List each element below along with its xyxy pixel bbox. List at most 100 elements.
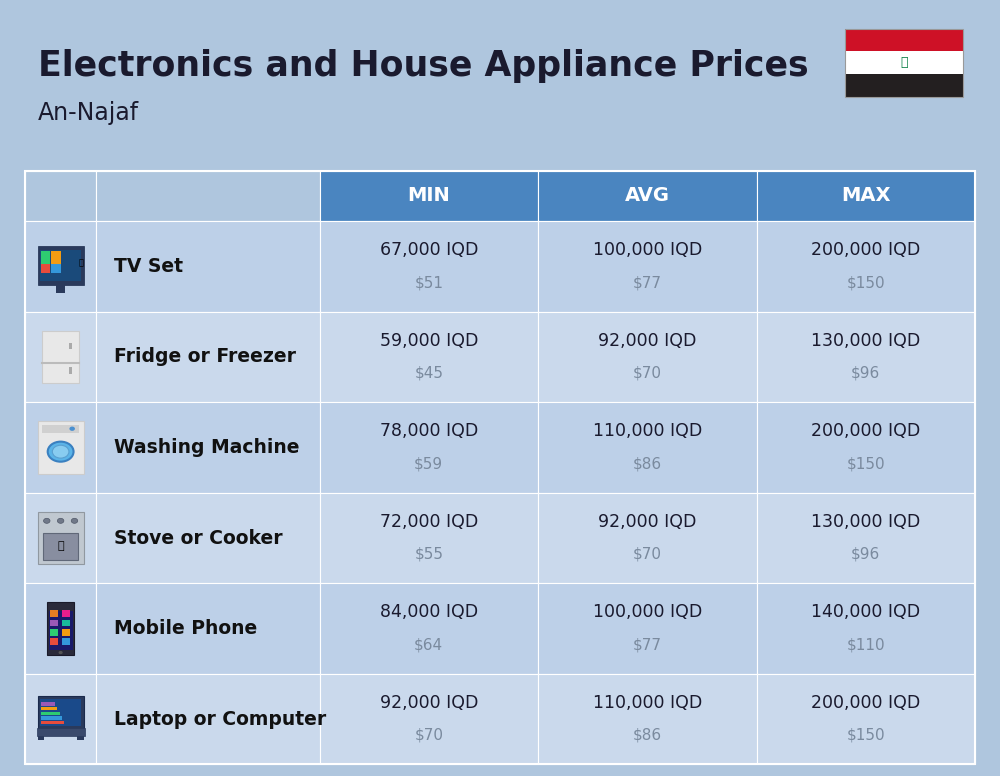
Bar <box>320 221 538 312</box>
Bar <box>49 611 73 650</box>
Text: $96: $96 <box>851 547 880 562</box>
Bar <box>320 171 538 221</box>
Text: Laptop or Computer: Laptop or Computer <box>114 709 326 729</box>
Bar <box>96 674 320 764</box>
Bar <box>757 402 975 493</box>
Bar <box>845 74 963 97</box>
Text: $150: $150 <box>846 456 885 471</box>
Bar <box>25 493 96 584</box>
Text: 59,000 IQD: 59,000 IQD <box>380 331 478 350</box>
Bar <box>42 331 79 383</box>
Text: An-Najaf: An-Najaf <box>38 101 139 124</box>
Bar <box>38 735 44 740</box>
Bar <box>47 602 74 655</box>
Text: $150: $150 <box>846 728 885 743</box>
Text: $64: $64 <box>414 637 443 653</box>
Text: 84,000 IQD: 84,000 IQD <box>380 603 478 622</box>
Bar <box>56 283 65 293</box>
Bar <box>38 421 84 473</box>
Text: $86: $86 <box>633 728 662 743</box>
Bar <box>37 729 85 736</box>
Bar <box>25 674 96 764</box>
Bar <box>50 620 58 626</box>
Bar <box>96 402 320 493</box>
Bar <box>69 367 72 374</box>
Text: 92,000 IQD: 92,000 IQD <box>380 694 478 712</box>
Bar <box>62 629 70 636</box>
Bar <box>41 712 60 715</box>
Text: $59: $59 <box>414 456 443 471</box>
Bar <box>38 695 84 729</box>
Bar <box>69 343 72 349</box>
Text: Fridge or Freezer: Fridge or Freezer <box>114 348 296 366</box>
Text: 78,000 IQD: 78,000 IQD <box>380 422 478 440</box>
Text: 110,000 IQD: 110,000 IQD <box>593 422 702 440</box>
Bar <box>845 29 963 51</box>
Bar <box>538 312 757 402</box>
Text: 200,000 IQD: 200,000 IQD <box>811 694 920 712</box>
Bar <box>538 493 757 584</box>
Bar <box>51 260 61 272</box>
Bar <box>757 674 975 764</box>
Text: MAX: MAX <box>841 186 891 206</box>
Bar <box>38 245 84 285</box>
Text: $51: $51 <box>414 275 443 290</box>
Bar <box>25 171 975 764</box>
Text: 92,000 IQD: 92,000 IQD <box>598 331 696 350</box>
Bar <box>25 312 96 402</box>
Bar <box>96 171 320 221</box>
Bar <box>43 533 78 560</box>
Text: 72,000 IQD: 72,000 IQD <box>380 513 478 531</box>
Text: 100,000 IQD: 100,000 IQD <box>593 241 702 259</box>
Text: 67,000 IQD: 67,000 IQD <box>380 241 478 259</box>
Text: $150: $150 <box>846 275 885 290</box>
Bar <box>320 674 538 764</box>
Bar <box>538 402 757 493</box>
Text: $77: $77 <box>633 275 662 290</box>
Text: 100,000 IQD: 100,000 IQD <box>593 603 702 622</box>
Bar <box>41 702 55 705</box>
Bar <box>757 221 975 312</box>
Bar <box>96 584 320 674</box>
Bar <box>538 171 757 221</box>
Bar <box>41 260 50 272</box>
Bar <box>320 312 538 402</box>
Bar <box>50 639 58 646</box>
Bar <box>538 221 757 312</box>
Bar <box>25 221 96 312</box>
Bar <box>320 584 538 674</box>
Bar <box>62 610 70 617</box>
Bar <box>51 251 61 264</box>
Circle shape <box>71 518 78 523</box>
Text: $77: $77 <box>633 637 662 653</box>
Text: 130,000 IQD: 130,000 IQD <box>811 331 920 350</box>
Bar <box>40 699 81 726</box>
Bar <box>538 584 757 674</box>
Bar <box>25 584 96 674</box>
Text: Mobile Phone: Mobile Phone <box>114 619 257 638</box>
Bar <box>50 610 58 617</box>
Text: Washing Machine: Washing Machine <box>114 438 300 457</box>
Text: $70: $70 <box>633 547 662 562</box>
Text: $70: $70 <box>633 365 662 381</box>
Bar <box>25 171 96 221</box>
Bar <box>96 312 320 402</box>
Text: $86: $86 <box>633 456 662 471</box>
Text: Stove or Cooker: Stove or Cooker <box>114 528 283 548</box>
Bar <box>77 735 84 740</box>
Bar <box>96 221 320 312</box>
Bar <box>41 716 62 719</box>
Text: 130,000 IQD: 130,000 IQD <box>811 513 920 531</box>
Text: MIN: MIN <box>407 186 450 206</box>
Text: $110: $110 <box>846 637 885 653</box>
Bar <box>757 171 975 221</box>
Bar <box>62 620 70 626</box>
Text: 🦅: 🦅 <box>900 57 908 69</box>
Bar <box>50 629 58 636</box>
Bar <box>320 493 538 584</box>
Bar <box>25 402 96 493</box>
Text: AVG: AVG <box>625 186 670 206</box>
Circle shape <box>57 518 64 523</box>
Circle shape <box>44 518 50 523</box>
Bar <box>757 584 975 674</box>
